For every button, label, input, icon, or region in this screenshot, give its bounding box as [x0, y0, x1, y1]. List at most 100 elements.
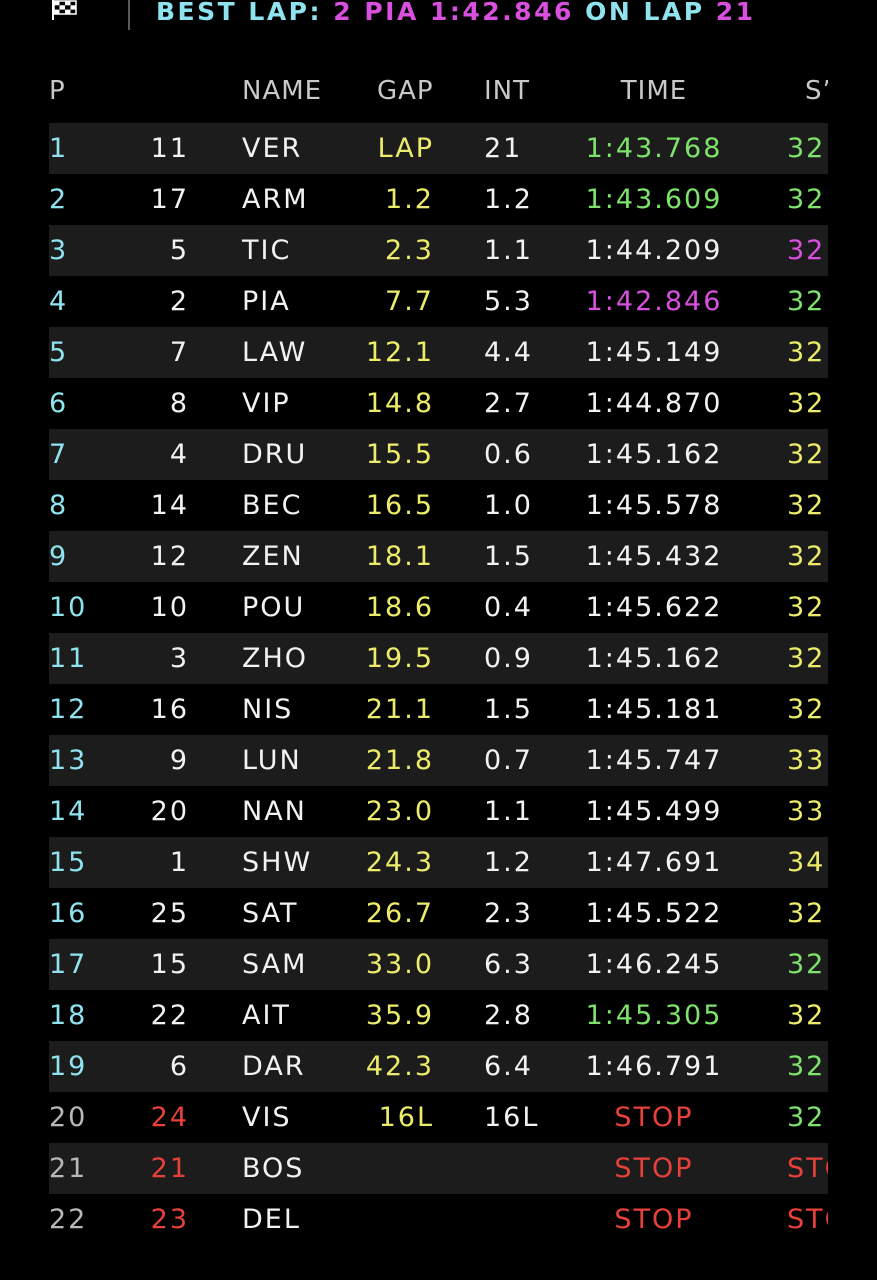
gap-cell: 18.6: [365, 592, 434, 623]
driver-name-cell: PIA: [242, 286, 291, 317]
interval-cell: 21: [484, 133, 523, 164]
position-cell: 14: [49, 796, 88, 827]
gap-cell: 19.5: [365, 643, 434, 674]
table-row[interactable]: 22 23 DEL STOP STOP: [49, 1194, 828, 1245]
interval-cell: 4.4: [484, 337, 533, 368]
lap-time-cell: 1:45.162: [585, 439, 723, 470]
car-number-cell: 23: [150, 1204, 189, 1235]
table-row[interactable]: 8 14 BEC 16.5 1.0 1:45.578 32: [49, 480, 828, 531]
sector-cell: 32: [787, 949, 826, 980]
car-number-cell: 15: [150, 949, 189, 980]
interval-cell: 16L: [484, 1102, 540, 1133]
gap-cell: 35.9: [365, 1000, 434, 1031]
gap-cell: 42.3: [365, 1051, 434, 1082]
table-row[interactable]: 19 6 DAR 42.3 6.4 1:46.791 32: [49, 1041, 828, 1092]
position-cell: 19: [49, 1051, 88, 1082]
lap-time-cell: 1:45.432: [585, 541, 723, 572]
table-row[interactable]: 14 20 NAN 23.0 1.1 1:45.499 33: [49, 786, 828, 837]
table-row[interactable]: 9 12 ZEN 18.1 1.5 1:45.432 32: [49, 531, 828, 582]
interval-cell: 2.7: [484, 388, 533, 419]
gap-cell: 12.1: [365, 337, 434, 368]
table-row[interactable]: 11 3 ZHO 19.5 0.9 1:45.162 32: [49, 633, 828, 684]
car-number-cell: 17: [150, 184, 189, 215]
best-lap-label: BEST LAP:: [156, 0, 322, 26]
table-row[interactable]: 4 2 PIA 7.7 5.3 1:42.846 32: [49, 276, 828, 327]
table-row[interactable]: 5 7 LAW 12.1 4.4 1:45.149 32: [49, 327, 828, 378]
header-divider: [128, 0, 130, 30]
table-row[interactable]: 6 8 VIP 14.8 2.7 1:44.870 32: [49, 378, 828, 429]
lap-time-cell: 1:45.578: [585, 490, 723, 521]
table-row[interactable]: 13 9 LUN 21.8 0.7 1:45.747 33: [49, 735, 828, 786]
sector-cell: 32: [787, 694, 826, 725]
table-row[interactable]: 20 24 VIS 16L 16L STOP 32: [49, 1092, 828, 1143]
position-cell: 7: [49, 439, 69, 470]
driver-name-cell: VER: [242, 133, 303, 164]
table-row[interactable]: 2 17 ARM 1.2 1.2 1:43.609 32: [49, 174, 828, 225]
sector-cell: 32: [787, 337, 826, 368]
interval-cell: 1.1: [484, 796, 533, 827]
sector-cell: 32: [787, 490, 826, 521]
column-header-name: NAME: [242, 76, 323, 106]
driver-name-cell: AIT: [242, 1000, 291, 1031]
position-cell: 15: [49, 847, 88, 878]
gap-cell: 15.5: [365, 439, 434, 470]
interval-cell: 2.3: [484, 898, 533, 929]
sector-cell: 34: [787, 847, 826, 878]
position-cell: 8: [49, 490, 69, 521]
table-row[interactable]: 16 25 SAT 26.7 2.3 1:45.522 32: [49, 888, 828, 939]
table-row[interactable]: 21 21 BOS STOP STOP: [49, 1143, 828, 1194]
table-row[interactable]: 1 11 VER LAP 21 1:43.768 32: [49, 123, 828, 174]
gap-cell: 33.0: [365, 949, 434, 980]
position-cell: 4: [49, 286, 69, 317]
position-cell: 11: [49, 643, 88, 674]
sector-cell: 32: [787, 439, 826, 470]
sector-cell: 33: [787, 745, 826, 776]
sector-cell: 32: [787, 898, 826, 929]
gap-cell: 21.8: [365, 745, 434, 776]
table-row[interactable]: 10 10 POU 18.6 0.4 1:45.622 32: [49, 582, 828, 633]
car-number-cell: 1: [169, 847, 189, 878]
sector-cell: 32: [787, 235, 826, 266]
lap-time-cell: 1:46.791: [585, 1051, 723, 1082]
lap-time-cell: 1:44.209: [585, 235, 723, 266]
car-number-cell: 21: [150, 1153, 189, 1184]
gap-cell: 14.8: [365, 388, 434, 419]
sector-cell: 32: [787, 1102, 826, 1133]
interval-cell: 0.6: [484, 439, 533, 470]
driver-name-cell: NAN: [242, 796, 307, 827]
car-number-cell: 14: [150, 490, 189, 521]
lap-time-cell: 1:45.622: [585, 592, 723, 623]
sector-cell: 32: [787, 286, 826, 317]
gap-cell: 16L: [378, 1102, 434, 1133]
table-header: P NAME GAP INT TIME S’: [49, 70, 828, 112]
table-row[interactable]: 18 22 AIT 35.9 2.8 1:45.305 32: [49, 990, 828, 1041]
checkered-flag-icon: [52, 0, 77, 20]
on-lap-label: ON LAP: [585, 0, 705, 26]
car-number-cell: 20: [150, 796, 189, 827]
interval-cell: 6.3: [484, 949, 533, 980]
timing-table: P NAME GAP INT TIME S’ 111VERLAP211:43.7…: [49, 70, 828, 1245]
car-number-cell: 25: [150, 898, 189, 929]
table-row[interactable]: 7 4 DRU 15.5 0.6 1:45.162 32: [49, 429, 828, 480]
driver-name-cell: ZEN: [242, 541, 304, 572]
table-row[interactable]: 17 15 SAM 33.0 6.3 1:46.245 32: [49, 939, 828, 990]
driver-name-cell: DEL: [242, 1204, 301, 1235]
table-row[interactable]: 3 5 TIC 2.3 1.1 1:44.209 32: [49, 225, 828, 276]
best-lap-banner: BEST LAP: 2 PIA 1:42.846 ON LAP 21: [156, 0, 756, 28]
interval-cell: 0.7: [484, 745, 533, 776]
driver-name-cell: BOS: [242, 1153, 305, 1184]
sector-cell: STOP: [787, 1204, 828, 1235]
driver-name-cell: VIP: [242, 388, 291, 419]
car-number-cell: 5: [169, 235, 189, 266]
driver-name-cell: ARM: [242, 184, 309, 215]
lap-time-cell: 1:45.747: [585, 745, 723, 776]
interval-cell: 1.0: [484, 490, 533, 521]
table-row[interactable]: 15 1 SHW 24.3 1.2 1:47.691 34: [49, 837, 828, 888]
table-row[interactable]: 12 16 NIS 21.1 1.5 1:45.181 32: [49, 684, 828, 735]
gap-cell: 18.1: [365, 541, 434, 572]
driver-name-cell: SAM: [242, 949, 308, 980]
driver-name-cell: LAW: [242, 337, 308, 368]
lap-time-cell: 1:45.181: [585, 694, 723, 725]
lap-time-cell: 1:45.522: [585, 898, 723, 929]
lap-time-cell: STOP: [614, 1204, 694, 1235]
